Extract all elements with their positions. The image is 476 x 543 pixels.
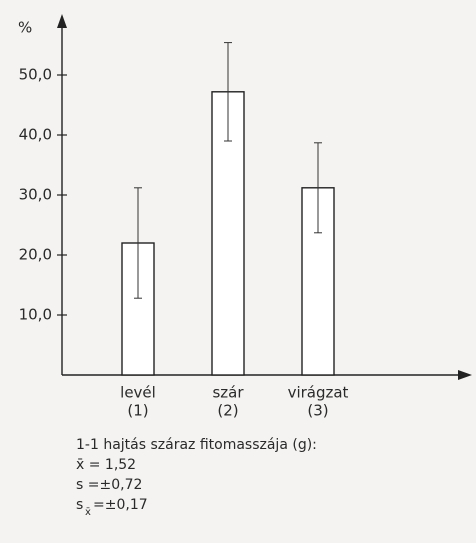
x-tick-label: levél — [120, 384, 156, 402]
note-symbol: s — [76, 497, 83, 513]
x-tick-number: (3) — [307, 402, 328, 420]
x-tick-label: szár — [212, 384, 244, 402]
x-arrow — [458, 370, 472, 380]
y-axis-label: % — [18, 19, 32, 37]
note: s =±0,72 — [76, 477, 142, 493]
note: 1-1 hajtás száraz fitomasszája (g): — [76, 437, 317, 453]
x-tick-label: virágzat — [288, 384, 349, 402]
x-tick-number: (1) — [127, 402, 148, 420]
note: x̄ = 1,52 — [76, 457, 136, 473]
y-tick-label: 10,0 — [19, 306, 52, 324]
y-tick-label: 40,0 — [19, 126, 52, 144]
y-arrow — [57, 14, 67, 28]
y-tick-label: 30,0 — [19, 186, 52, 204]
note-subscript: x̄ — [85, 507, 91, 518]
x-tick-number: (2) — [217, 402, 238, 420]
y-tick-label: 20,0 — [19, 246, 52, 264]
y-tick-label: 50,0 — [19, 66, 52, 84]
note-text: =±0,17 — [93, 497, 148, 513]
